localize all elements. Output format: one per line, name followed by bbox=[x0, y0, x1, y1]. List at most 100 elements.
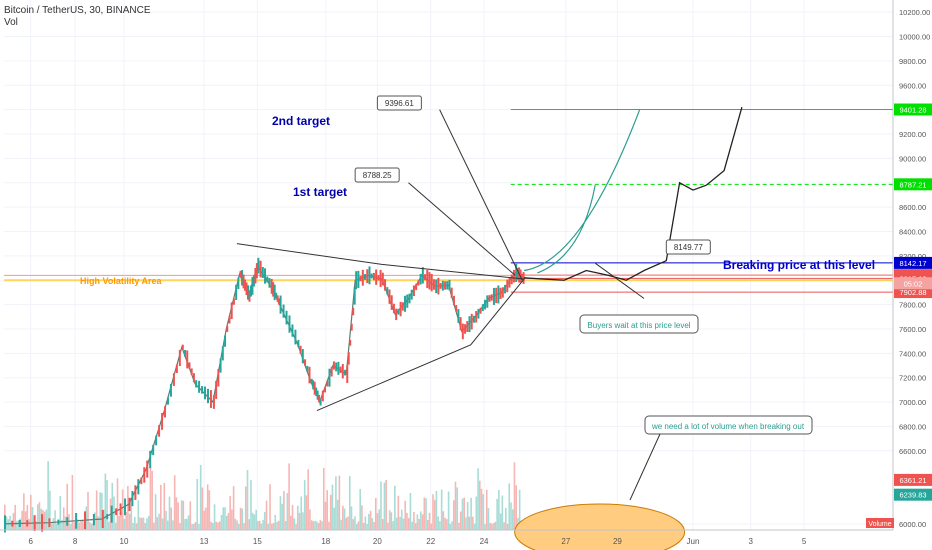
volume-bar bbox=[231, 509, 233, 530]
volume-bar bbox=[421, 514, 424, 530]
volume-bar bbox=[179, 523, 181, 530]
candle bbox=[237, 277, 240, 290]
volume-bar bbox=[160, 484, 162, 530]
candle bbox=[452, 295, 455, 306]
price-axis[interactable]: 10200.0010000.009800.009600.009400.00920… bbox=[866, 0, 932, 550]
volume-bar bbox=[298, 512, 301, 530]
volume-bar bbox=[322, 467, 325, 530]
volume-bar bbox=[232, 486, 235, 530]
candle bbox=[146, 460, 149, 478]
volume-bar bbox=[295, 523, 297, 530]
volume-bar bbox=[165, 510, 167, 530]
candle bbox=[299, 345, 302, 355]
candle bbox=[318, 394, 321, 403]
drawings: 9396.61 8788.25 8149.77 2nd target 1st targe… bbox=[80, 95, 875, 501]
volume-bar bbox=[501, 495, 504, 530]
volume-bar bbox=[321, 521, 323, 530]
volume-bar bbox=[198, 523, 200, 530]
candle bbox=[406, 294, 409, 308]
candle bbox=[518, 267, 521, 283]
candle bbox=[401, 302, 404, 311]
volume-bar bbox=[513, 462, 516, 530]
volume-bar bbox=[489, 522, 491, 530]
volume-bar bbox=[95, 490, 98, 530]
volume-bar bbox=[458, 522, 460, 530]
candle bbox=[57, 519, 60, 525]
volume-bar bbox=[62, 507, 65, 530]
volume-bar bbox=[99, 492, 101, 530]
candle bbox=[275, 292, 278, 299]
volume-bar bbox=[449, 523, 452, 530]
level-badge-label: 6361.21 bbox=[899, 476, 926, 485]
candle bbox=[33, 515, 36, 532]
volume-bar bbox=[156, 517, 159, 530]
volume-bar bbox=[21, 510, 23, 530]
volume-bar bbox=[177, 502, 179, 530]
volume-bar bbox=[383, 482, 386, 530]
level-badge-label: 9401.28 bbox=[899, 105, 926, 114]
grid bbox=[4, 0, 893, 530]
candle bbox=[251, 276, 254, 295]
volume-bar bbox=[326, 490, 329, 530]
candle bbox=[232, 298, 235, 305]
volume-bar bbox=[439, 521, 441, 530]
volume-bar bbox=[369, 510, 372, 530]
volume-bar bbox=[238, 523, 240, 530]
volume-bar bbox=[482, 494, 485, 530]
volume-indicator-label[interactable]: Vol bbox=[4, 17, 18, 28]
time-tick: 8 bbox=[73, 537, 78, 546]
countdown-label: 05:02 bbox=[904, 279, 923, 288]
volume-bar bbox=[78, 522, 81, 530]
volume-bar bbox=[140, 517, 143, 530]
volume-bar bbox=[277, 520, 280, 530]
candle bbox=[164, 406, 167, 418]
candle bbox=[259, 260, 262, 278]
candle bbox=[384, 279, 387, 291]
volume-bars bbox=[4, 461, 686, 550]
candle bbox=[172, 373, 175, 386]
volume-bar bbox=[243, 523, 245, 530]
volume-bar bbox=[192, 523, 195, 530]
volume-bar bbox=[229, 496, 231, 530]
volume-bar bbox=[371, 518, 374, 530]
volume-bar bbox=[47, 461, 49, 530]
volume-bar bbox=[428, 512, 431, 530]
candle bbox=[448, 279, 451, 291]
level-badge-label: 7902.88 bbox=[899, 288, 926, 297]
candle bbox=[308, 366, 311, 384]
candle bbox=[226, 326, 229, 332]
candle bbox=[349, 339, 352, 346]
volume-bar bbox=[478, 480, 481, 530]
candle bbox=[321, 390, 324, 402]
volume-bar bbox=[496, 498, 498, 530]
volume-note-label: we need a lot of volume when breaking ou… bbox=[651, 422, 805, 431]
time-axis[interactable]: 6 8 10 13 15 18 20 22 24 27 29 Jun 3 5 bbox=[0, 529, 893, 546]
candle bbox=[190, 368, 193, 375]
volume-bar bbox=[288, 463, 290, 530]
candle bbox=[435, 279, 438, 294]
tag-pointer bbox=[439, 109, 523, 281]
candle bbox=[501, 287, 504, 298]
volume-bar bbox=[343, 508, 346, 530]
volume-bar bbox=[151, 470, 153, 530]
volume-bar bbox=[329, 494, 332, 530]
candle bbox=[84, 511, 87, 530]
volume-bar bbox=[293, 518, 296, 530]
volume-bar bbox=[475, 496, 478, 530]
candle bbox=[512, 269, 515, 283]
candle bbox=[101, 510, 104, 529]
candle bbox=[273, 284, 276, 301]
volume-bar bbox=[274, 515, 277, 530]
volume-bar bbox=[361, 505, 363, 530]
volume-bar bbox=[430, 523, 433, 530]
candle bbox=[408, 293, 411, 304]
volume-bar bbox=[262, 519, 264, 530]
volume-bar bbox=[491, 523, 493, 530]
volume-bar bbox=[511, 509, 514, 530]
volume-bar bbox=[173, 475, 176, 530]
volume-bar bbox=[132, 523, 134, 530]
candle bbox=[359, 275, 362, 282]
volume-bar bbox=[66, 483, 69, 530]
volume-axis-label: Volume bbox=[868, 521, 891, 528]
